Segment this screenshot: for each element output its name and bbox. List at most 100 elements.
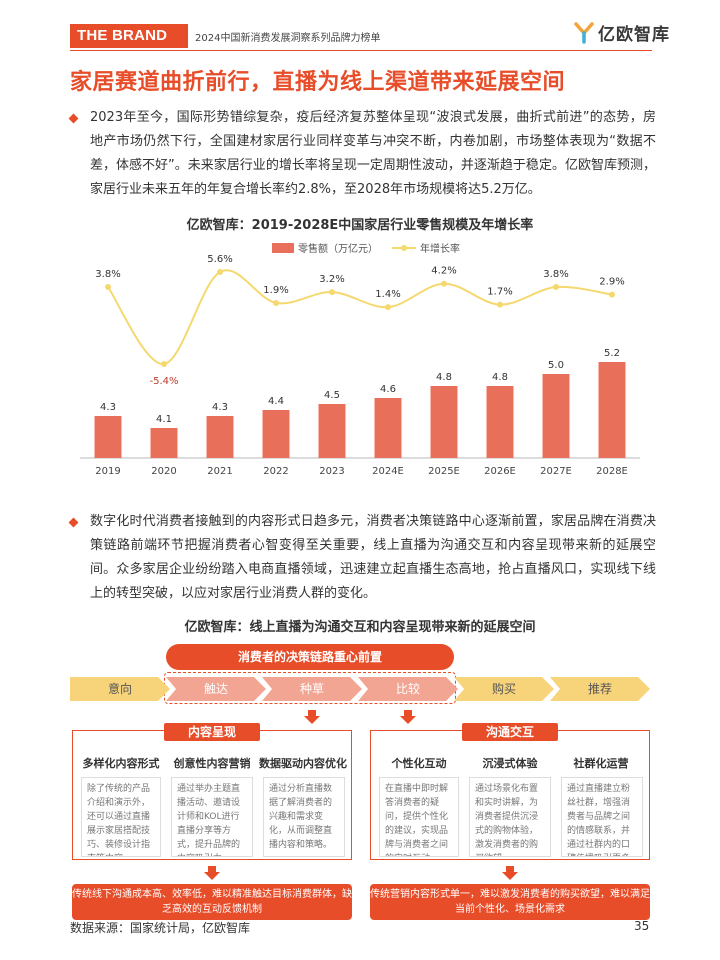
paragraph-2: 数字化时代消费者接触到的内容形式日趋多元，消费者决策链路中心逐渐前置，家居品牌在… [68,510,656,606]
growth-rate-point [441,280,447,287]
column-text: 通过直播建立粉丝社群，增强消费者与品牌之间的情感联系，并通过社群内的口碑传播吸引… [561,777,643,857]
bar-value-label: 5.2 [604,348,620,359]
x-tick-label: 2024E [372,466,404,477]
bar-value-label: 4.1 [156,414,172,425]
growth-rate-label: 1.4% [375,289,400,300]
data-source: 数据来源：国家统计局，亿欧智库 [70,921,251,935]
column-text: 通过场景化布置和实时讲解，为消费者提供沉浸式的购物体验，激发消费者的购买欲望。 [469,777,551,857]
bar-value-label: 4.5 [324,390,340,401]
paragraph-1: 2023年至今，国际形势错综复杂，疫后经济复苏整体呈现“波浪式发展，曲折式前进”… [68,106,656,202]
column-text: 通过举办主题直播活动、邀请设计师和KOL进行直播分享等方式，提升品牌的内容吸引力… [171,777,253,857]
column-title: 多样化内容形式 [82,757,160,770]
logo: 亿欧智库 [574,20,670,45]
growth-rate-label: -5.4% [149,376,178,387]
growth-rate-point [273,299,279,306]
paragraph-2-text: 数字化时代消费者接触到的内容形式日趋多元，消费者决策链路中心逐渐前置，家居品牌在… [90,514,656,601]
legend-label-bar: 零售额（万亿元） [298,242,378,255]
x-tick-label: 2022 [263,466,288,477]
bar [206,416,234,458]
paragraph-1-text: 2023年至今，国际形势错综复杂，疫后经济复苏整体呈现“波浪式发展，曲折式前进”… [90,110,656,197]
bar-value-label: 4.4 [268,396,284,407]
growth-rate-point [217,269,223,275]
stage-intent: 意向 [70,677,170,701]
down-arrow-icon [502,866,518,880]
pain-point-left: 传统线下沟通成本高、效率低，难以精准触达目标消费群体，缺乏高效的互动反馈机制 [72,884,352,920]
chart-legend: 零售额（万亿元） 年增长率 [272,242,460,255]
growth-rate-line [107,269,613,365]
content-presentation-box: 内容呈现 多样化内容形式 除了传统的产品介绍和演示外，还可以通过直播展示家居搭配… [72,723,352,860]
page-number: 35 [634,919,650,933]
diagram-title: 亿欧智库：线上直播为沟通交互和内容呈现带来新的延展空间 [184,620,536,635]
chart-svg: 零售额（万亿元） 年增长率 4.3 2019 4.1 2020 4.3 2021 4.4 2022… [80,242,640,477]
down-arrow-icon [304,710,320,724]
x-tick-label: 2019 [95,466,120,477]
logo-text: 亿欧智库 [598,25,670,45]
box-header: 沟通交互 [461,723,559,741]
bar [542,374,570,458]
column-title: 创意性内容营销 [173,757,251,770]
communication-box: 沟通交互 个性化互动 在直播中即时解答消费者的疑问，提供个性化的建议，实现品牌与… [370,723,650,860]
chain-banner: 消费者的决策链路重心前置 [166,644,454,670]
stage-compare: 比较 [358,677,458,701]
stage-recommend: 推荐 [550,677,650,701]
bar [374,398,402,458]
growth-rate-label: 1.9% [263,285,288,296]
bar [486,386,514,458]
brand-arrow-icon [178,24,188,48]
growth-rate-point [329,289,335,296]
x-tick-label: 2025E [428,466,460,477]
bar [318,404,346,458]
bar [598,362,626,458]
stage-purchase: 购买 [454,677,554,701]
stage-seed: 种草 [262,677,362,701]
brand-label: THE BRAND [70,24,188,48]
header-divider [70,50,652,51]
growth-rate-point [553,284,559,291]
legend-swatch-bar [272,243,294,253]
x-tick-label: 2028E [596,466,628,477]
bar-value-label: 4.8 [492,372,508,383]
column-title: 沉浸式体验 [482,757,538,770]
box-header: 内容呈现 [163,723,261,741]
growth-rate-label: 2.9% [599,277,624,288]
bar-value-label: 4.3 [212,402,228,413]
bar-value-label: 5.0 [548,360,564,371]
stage-reach: 触达 [166,677,266,701]
x-tick-label: 2021 [207,466,232,477]
column-title: 个性化互动 [391,757,447,770]
legend-marker-line [401,245,407,251]
x-tick-label: 2027E [540,466,572,477]
growth-rate-point [609,291,615,298]
bar [150,428,178,458]
down-arrow-icon [204,866,220,880]
logo-mark-icon [574,21,594,44]
bar-value-label: 4.6 [380,384,396,395]
column-text: 在直播中即时解答消费者的疑问，提供个性化的建议，实现品牌与消费者之间的实时互动。 [379,777,459,857]
growth-rate-label: 5.6% [207,254,232,265]
growth-rate-point [105,284,111,291]
column-title: 社群化运营 [573,757,629,770]
growth-rate-point [385,304,391,311]
bar [94,416,122,458]
growth-rate-point [497,301,503,308]
report-title: 2024中国新消费发展洞察系列品牌力榜单 [195,33,381,44]
growth-rate-label: 1.7% [487,287,512,298]
chart-title: 亿欧智库：2019-2028E中国家居行业零售规模及年增长率 [186,218,534,233]
bar-value-label: 4.3 [100,402,116,413]
down-arrow-icon [400,710,416,724]
x-tick-label: 2026E [484,466,516,477]
growth-rate-label: 3.2% [319,274,344,285]
growth-rate-point [161,361,167,367]
bar-value-label: 4.8 [436,372,452,383]
column-text: 除了传统的产品介绍和演示外，还可以通过直播展示家居搭配技巧、装修设计指南等内容。 [81,777,161,857]
bar [430,386,458,458]
growth-rate-label: 3.8% [543,269,568,280]
growth-rate-label: 3.8% [95,269,120,280]
growth-rate-label: 4.2% [431,266,456,277]
bar [262,410,290,458]
chart: 零售额（万亿元） 年增长率 4.3 2019 4.1 2020 4.3 2021 4.4 2022… [80,236,640,492]
x-tick-label: 2020 [151,466,176,477]
x-tick-label: 2023 [319,466,344,477]
pain-point-right: 传统营销内容形式单一，难以激发消费者的购买欲望，难以满足当前个性化、场景化需求 [370,884,650,920]
column-title: 数据驱动内容优化 [259,757,347,770]
